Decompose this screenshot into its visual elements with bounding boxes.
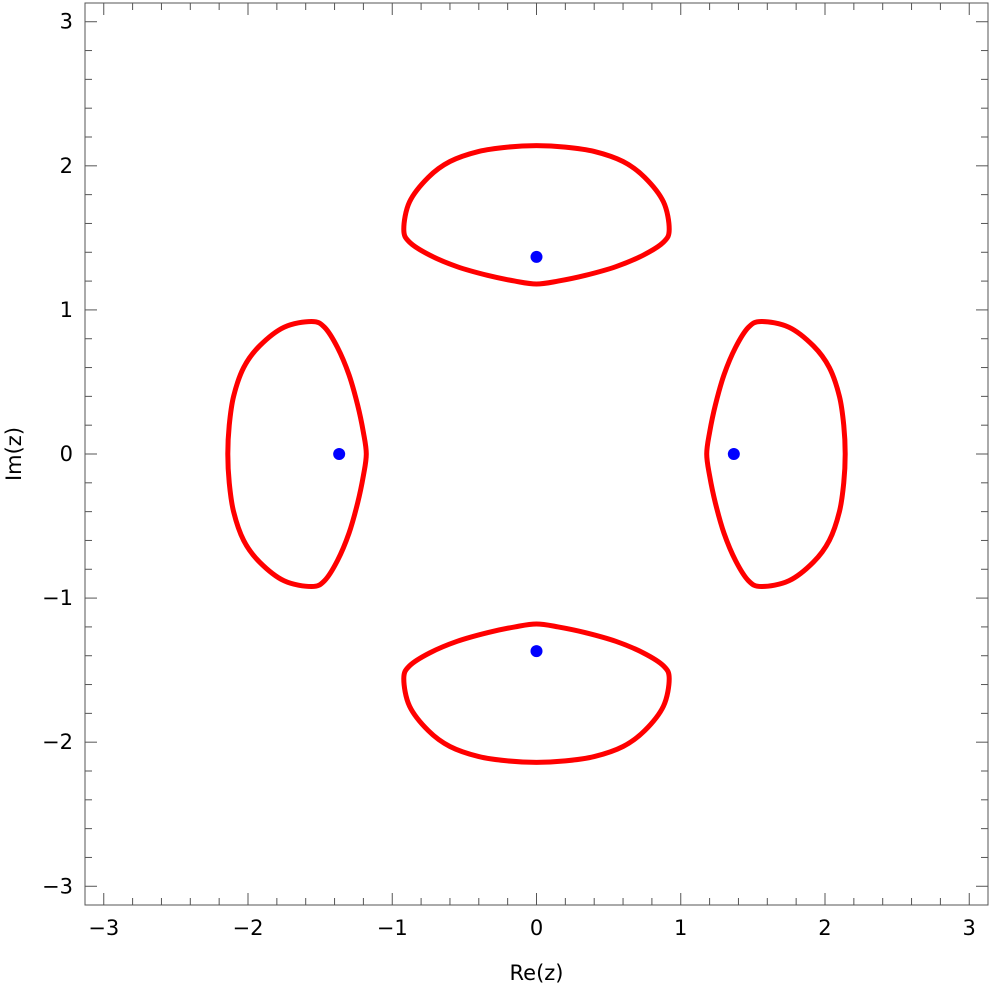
data-point bbox=[530, 250, 543, 263]
x-tick-label: 1 bbox=[674, 916, 687, 940]
y-tick-label: 0 bbox=[60, 442, 73, 466]
plot-frame bbox=[84, 2, 989, 906]
contour-curve bbox=[225, 318, 369, 590]
y-tick-label: 2 bbox=[60, 154, 73, 178]
points-layer bbox=[333, 250, 740, 658]
x-tick-label: 0 bbox=[530, 916, 543, 940]
y-axis-label: Im(z) bbox=[2, 427, 26, 481]
x-tick-label: 3 bbox=[963, 916, 976, 940]
curves-layer bbox=[225, 143, 848, 765]
x-tick-label: −2 bbox=[233, 916, 264, 940]
y-tick-label: −2 bbox=[42, 730, 73, 754]
contour-curve bbox=[401, 621, 672, 765]
contour-curve bbox=[704, 318, 848, 590]
contour-curve bbox=[401, 143, 672, 287]
x-tick-label: 2 bbox=[818, 916, 831, 940]
y-tick-label: 1 bbox=[60, 298, 73, 322]
ticks-layer bbox=[85, 3, 988, 905]
y-tick-label: −3 bbox=[42, 874, 73, 898]
y-tick-label: 3 bbox=[60, 10, 73, 34]
x-tick-label: −3 bbox=[88, 916, 119, 940]
x-axis-label: Re(z) bbox=[510, 961, 564, 985]
data-point bbox=[530, 645, 543, 658]
data-point bbox=[727, 448, 740, 460]
data-point bbox=[333, 448, 346, 460]
x-tick-label: −1 bbox=[377, 916, 408, 940]
y-tick-label: −1 bbox=[42, 586, 73, 610]
tick-labels-layer: −3 −2 −1 0 1 2 3 −3 −2 −1 0 1 2 3 bbox=[42, 10, 976, 940]
